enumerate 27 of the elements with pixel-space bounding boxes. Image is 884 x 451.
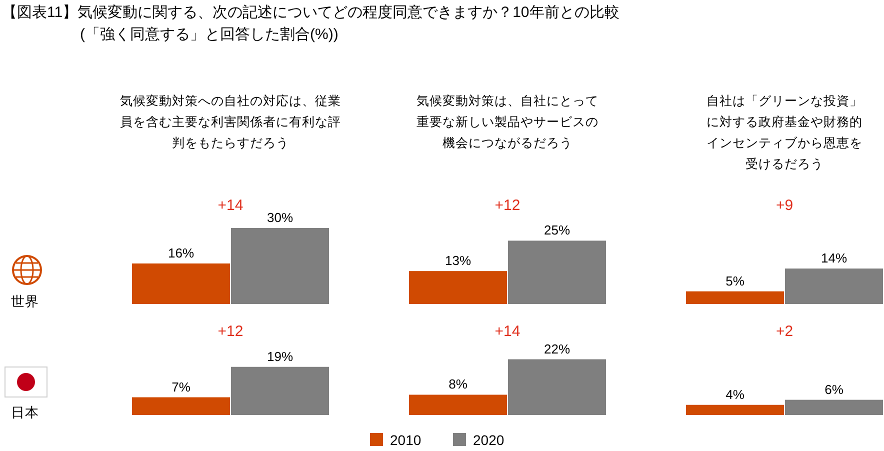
text: +12 (494, 197, 520, 214)
data-label: 14% (820, 250, 848, 266)
data-label: 25% (544, 222, 570, 238)
data-label: 16% (168, 245, 194, 260)
text: (「強く同意する」と回答した割合(%)) (80, 26, 338, 43)
text: +9 (776, 197, 794, 214)
data-label: 13% (444, 253, 472, 268)
text: +14 (494, 323, 520, 340)
data-label: 7% (172, 379, 191, 394)
chart-title: 気候変動対策は、自社にとって重要な新しい製品やサービスの機会につながるだろう (416, 93, 598, 150)
text: 【図表11】気候変動に関する、次の記述についてどの程度同意できますか？10年前との比較 (2, 4, 620, 21)
text: +12 (218, 323, 244, 340)
text: +14 (218, 197, 244, 214)
legend-label: 2010 (390, 432, 422, 448)
text: +2 (776, 323, 794, 340)
data-label: 30% (266, 210, 294, 225)
y-axis-title: 日本 (11, 405, 39, 420)
chart-title: 自社は「グリーンな投資」に対する政府基金や財務的インセンティブから恩恵を受けるだろう (706, 94, 862, 171)
y-axis-title: 世界 (11, 294, 39, 309)
data-label: 19% (266, 348, 294, 364)
chart-title: 気候変動対策への自社の対応は、従業員を含む主要な利害関係者に有利な評判をもたらすだろう (120, 93, 341, 150)
legend-label: 2020 (473, 432, 504, 448)
data-label: 4% (726, 386, 745, 402)
data-label: 8% (448, 376, 468, 392)
data-label: 5% (726, 273, 745, 288)
data-label: 6% (824, 382, 844, 397)
data-label: 22% (544, 341, 570, 356)
